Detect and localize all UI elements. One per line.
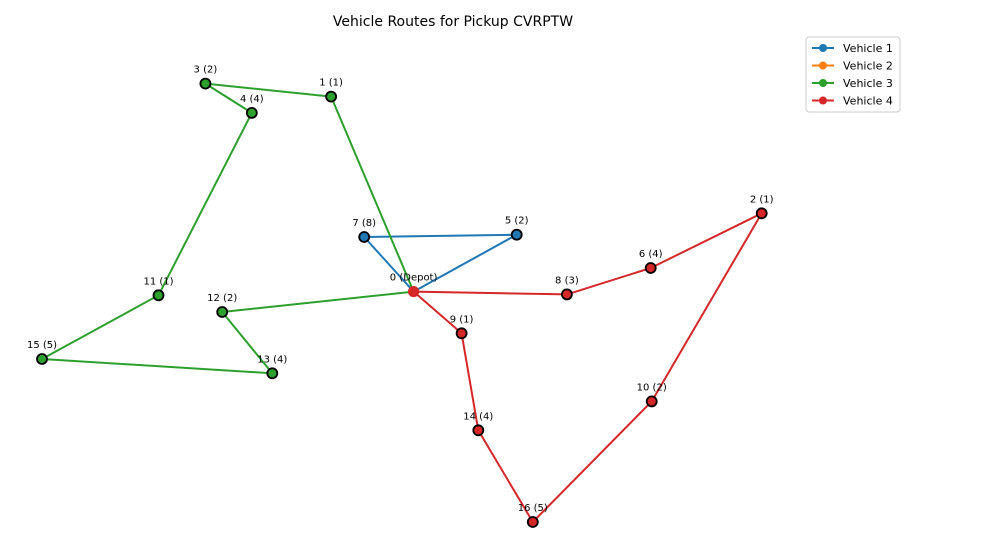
route-line-vehicle-1 [363,233,518,293]
legend-label: Vehicle 1 [843,42,893,55]
customer-node-14 [472,424,485,437]
nodes-layer [36,77,768,528]
customer-node-8 [561,288,573,301]
customer-node-2 [755,207,768,220]
node-label-3: 3 (2) [194,65,218,76]
legend: Vehicle 1 Vehicle 2 Vehicle 3 Vehicle 4 [805,36,901,113]
customer-node-7 [358,231,371,243]
node-label-2: 2 (1) [750,194,774,205]
node-label-12: 12 (2) [207,293,237,304]
node-label-6: 6 (4) [639,249,663,260]
customer-node-15 [36,353,48,365]
node-label-7: 7 (8) [352,218,376,229]
chart-title: Vehicle Routes for Pickup CVRPTW [333,14,573,30]
legend-item-vehicle-2: Vehicle 2 [812,60,893,73]
customer-node-4 [245,107,258,119]
customer-node-9 [455,327,468,340]
legend-marker [819,79,827,87]
customer-node-10 [645,395,658,408]
legend-item-vehicle-1: Vehicle 1 [812,42,893,55]
legend-marker [819,61,827,70]
legend-frame [805,36,901,113]
legend-marker [819,44,827,52]
node-label-13: 13 (4) [257,354,287,365]
customer-node-6 [644,262,657,274]
node-label-5: 5 (2) [505,216,529,227]
legend-label: Vehicle 4 [843,95,893,108]
labels-layer: 0 (Depot) 1 (1) 2 (1) 3 (2) 4 (4) 5 (2) 6 (4) 7… [27,65,774,514]
legend-label: Vehicle 3 [843,77,893,90]
node-label-15: 15 (5) [27,340,57,351]
legend-item-vehicle-4: Vehicle 4 [812,95,893,108]
node-label-4: 4 (4) [240,94,264,105]
customer-node-1 [325,90,338,103]
node-label-0: 0 (Depot) [390,273,438,284]
node-label-14: 14 (4) [463,411,493,422]
route-line-vehicle-4 [412,212,763,523]
legend-item-vehicle-3: Vehicle 3 [812,77,893,90]
customer-node-16 [526,516,539,528]
customer-node-13 [266,367,279,380]
customer-node-3 [199,77,212,90]
node-label-10: 10 (2) [637,382,667,393]
customer-node-11 [152,289,165,302]
node-label-8: 8 (3) [555,275,579,286]
node-label-11: 11 (1) [143,276,173,287]
customer-node-5 [510,228,523,241]
depot-node [408,286,420,298]
node-label-9: 9 (1) [450,314,474,325]
legend-label: Vehicle 2 [843,60,893,73]
node-label-16: 16 (5) [518,503,548,514]
legend-marker [819,96,827,105]
node-label-1: 1 (1) [319,78,343,89]
customer-node-12 [216,306,229,318]
routes-layer [41,82,763,523]
